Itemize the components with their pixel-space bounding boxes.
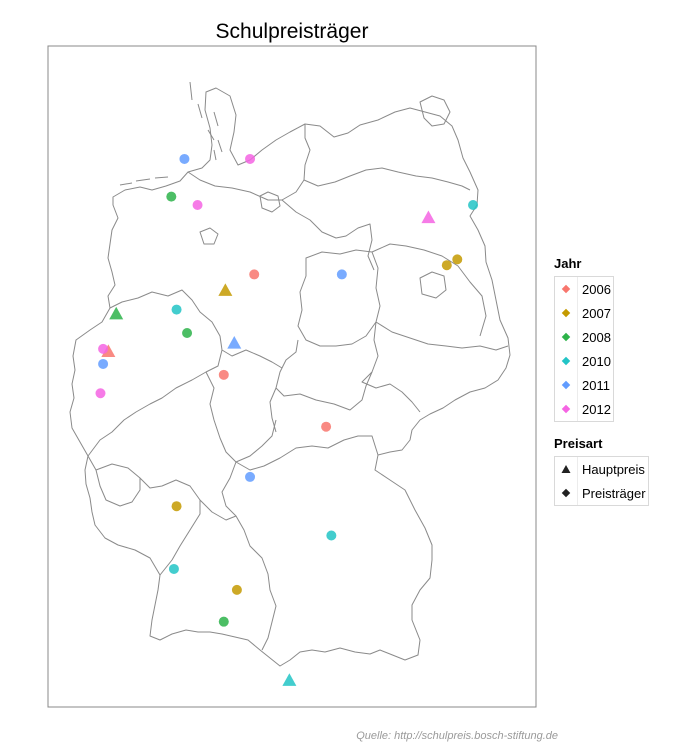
islands-north — [189, 81, 223, 161]
legend-preisart: Preisart Hauptpreis Preisträger — [554, 436, 649, 506]
legend-preisart-title: Preisart — [554, 436, 603, 451]
border-by-north — [235, 435, 379, 471]
border-he — [205, 371, 277, 463]
border-mv-bb — [303, 167, 471, 191]
marker-2006-3 — [321, 421, 332, 432]
marker-2011-2 — [227, 336, 242, 349]
germany-outline — [69, 87, 511, 667]
marker-2012-1 — [192, 199, 203, 210]
border-berlin — [419, 271, 447, 299]
legend-key-2006: 2006 — [555, 277, 613, 301]
marker-2010-2 — [326, 530, 337, 541]
marker-2010-1 — [171, 304, 182, 315]
legend-label-2010: 2010 — [582, 353, 611, 369]
marker-2010-4 — [282, 673, 297, 686]
legend-preisart-keys: Hauptpreis Preisträger — [554, 456, 649, 506]
border-sn — [361, 321, 509, 413]
border-bw-west — [159, 500, 201, 576]
marker-2012-3 — [98, 343, 109, 354]
legend-jahr: Jahr 2006 2007 2008 2010 2011 2012 — [554, 256, 614, 422]
border-nrw-south — [87, 349, 223, 457]
legend-key-2008: 2008 — [555, 325, 613, 349]
legend-label-hauptpreis: Hauptpreis — [582, 461, 645, 477]
diamond-icon — [555, 481, 578, 505]
border-nds-nrw — [109, 289, 283, 369]
marker-2007-2 — [441, 260, 452, 271]
legend-swatch-2010 — [555, 349, 578, 373]
legend-label-2007: 2007 — [582, 305, 611, 321]
border-hamburg — [259, 191, 281, 213]
marker-2011-3 — [98, 358, 109, 369]
marker-2006-1 — [101, 344, 116, 357]
marker-2011-0 — [179, 153, 190, 164]
border-saarland — [95, 469, 141, 507]
marker-2010-3 — [168, 563, 179, 574]
border-st — [297, 249, 381, 347]
marker-2011-4 — [245, 471, 256, 482]
border-th — [269, 339, 373, 433]
triangle-icon — [555, 457, 578, 481]
legend-swatch-2012 — [555, 397, 578, 421]
marker-2007-4 — [231, 584, 242, 595]
legend-swatch-2008 — [555, 325, 578, 349]
legend-key-2007: 2007 — [555, 301, 613, 325]
chart-title: Schulpreisträger — [215, 20, 369, 43]
marker-2012-4 — [95, 388, 106, 399]
legend-swatch-2006 — [555, 277, 578, 301]
legend-label-2012: 2012 — [582, 401, 611, 417]
legend-jahr-title: Jahr — [554, 256, 582, 271]
border-bb — [371, 243, 487, 337]
legend-key-2012: 2012 — [555, 397, 613, 421]
island-ruegen — [419, 95, 451, 127]
marker-2006-2 — [218, 369, 229, 380]
legend-label-2011: 2011 — [582, 377, 610, 393]
legend-key-2010: 2010 — [555, 349, 613, 373]
marker-2012-0 — [245, 153, 256, 164]
legend-label-2008: 2008 — [582, 329, 611, 345]
marker-2007-1 — [452, 254, 463, 265]
islands-east-frisian — [119, 176, 169, 186]
state-borders — [69, 81, 511, 667]
marker-2007-0 — [218, 283, 233, 296]
legend-key-2011: 2011 — [555, 373, 613, 397]
border-rlp — [87, 455, 237, 521]
legend-jahr-keys: 2006 2007 2008 2010 2011 2012 — [554, 276, 614, 422]
legend-label-preistraeger: Preisträger — [582, 485, 646, 501]
marker-2010-0 — [468, 199, 479, 210]
border-nds-east — [281, 199, 375, 271]
marker-2008-0 — [166, 191, 177, 202]
marker-2008-3 — [218, 616, 229, 627]
marker-2012-2 — [421, 210, 436, 224]
border-bremen — [199, 227, 219, 245]
source-caption: Quelle: http://schulpreis.bosch-stiftung… — [356, 730, 558, 742]
legend-label-2006: 2006 — [582, 281, 611, 297]
marker-2007-3 — [171, 501, 182, 512]
border-by-bw — [221, 461, 277, 651]
legend-key-preistraeger: Preisträger — [555, 481, 648, 505]
marker-2008-2 — [182, 327, 193, 338]
marker-2011-1 — [336, 269, 347, 280]
plot-panel — [47, 45, 537, 708]
legend-key-hauptpreis: Hauptpreis — [555, 457, 648, 481]
legend-swatch-2011 — [555, 373, 578, 397]
legend-swatch-2007 — [555, 301, 578, 325]
markers-layer — [95, 153, 479, 686]
marker-2006-0 — [249, 269, 260, 280]
marker-2008-1 — [109, 306, 124, 320]
